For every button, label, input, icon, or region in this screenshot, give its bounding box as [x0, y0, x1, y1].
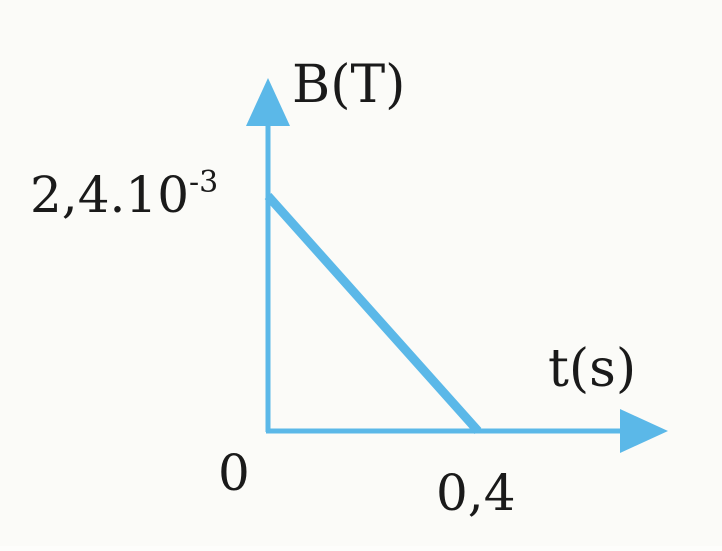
x-axis-label: t(s)	[548, 339, 636, 399]
series-line-0	[264, 193, 482, 434]
y-tick-mantissa: 2,4.10	[30, 166, 189, 224]
y-tick-exponent: -3	[189, 165, 218, 200]
y-axis-arrowhead	[246, 78, 290, 126]
origin-label: 0	[218, 444, 250, 502]
series-layer	[264, 193, 482, 434]
x-tick-label: 0,4	[436, 464, 516, 522]
y-tick-label: 2,4.10-3	[30, 165, 218, 224]
y-axis-label: B(T)	[292, 55, 405, 115]
x-axis-arrowhead	[620, 409, 668, 453]
